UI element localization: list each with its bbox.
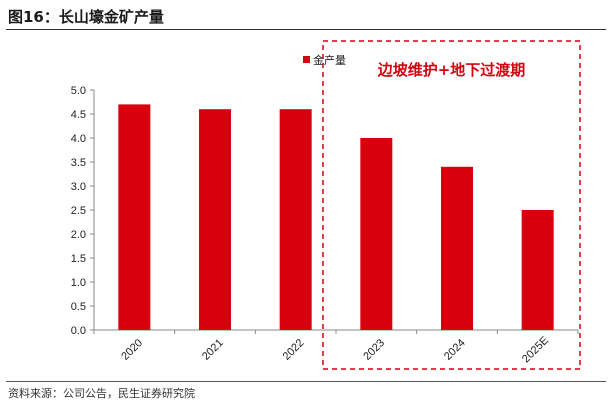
x-tick-label: 2021 [200,337,226,363]
y-tick-label: 0.0 [71,325,86,337]
x-tick-label: 2020 [119,337,145,363]
chart-canvas: 0.00.51.01.52.02.53.03.54.04.55.0 2020 20… [71,40,581,370]
annotation-label: 边坡维护+地下过渡期 [377,61,526,79]
legend-swatch [303,56,310,63]
annotation-dashed-border [322,40,581,370]
bar-2022 [279,109,312,330]
bar-2021 [199,109,231,330]
y-tick-label: 5.0 [71,85,86,97]
x-tick-label: 2024 [442,337,468,363]
y-tick-label: 4.0 [71,133,86,145]
y-tick-label: 2.5 [71,205,86,217]
title-divider [6,29,606,30]
y-tick-label: 3.5 [71,157,86,169]
bar-2024 [441,166,473,330]
y-tick-label: 1.5 [71,253,86,265]
bar-2023 [360,138,393,330]
bar-2025E [521,210,554,330]
legend-label: 金产量 [313,53,346,67]
bar-series [118,104,554,331]
y-tick-label: 0.5 [71,301,86,313]
y-tick-label: 2.0 [71,229,86,241]
y-tick-label: 4.5 [71,109,86,121]
y-tick-label: 3.0 [71,181,86,193]
x-tick-label: 2025E [520,334,551,365]
x-tick-label: 2023 [361,337,387,363]
footer-divider [6,381,606,382]
x-axis: 2020 2021 2022 2023 2024 2025E [93,329,579,365]
bar-2020 [118,104,151,331]
y-tick-label: 1.0 [71,277,86,289]
y-axis: 0.0 0.5 1.0 1.5 2.0 2.5 3.0 3.5 4.0 4.5 5.0 [71,85,95,337]
figure-title: 图16：长山壕金矿产量 [8,8,164,26]
annotation-box: 边坡维护+地下过渡期 [322,40,581,370]
x-tick-label: 2022 [281,337,307,363]
source-note: 资料来源：公司公告，民生证券研究院 [8,387,195,400]
legend: 金产量 [303,53,346,67]
